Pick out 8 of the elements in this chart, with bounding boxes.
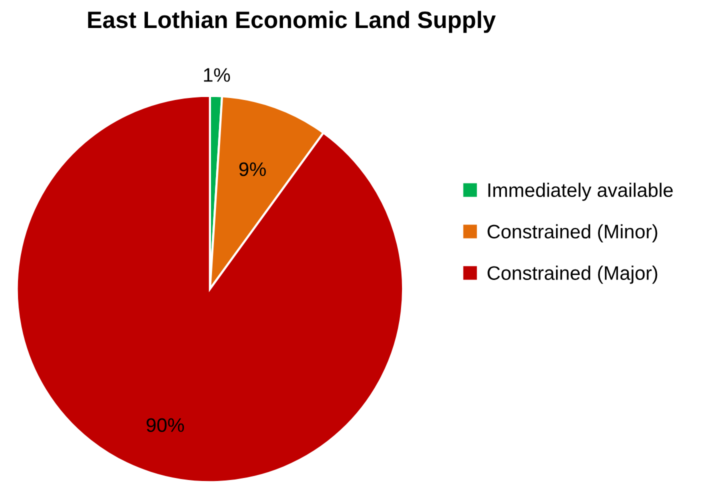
pie-slice [16, 94, 404, 484]
data-label: 90% [146, 418, 184, 432]
legend-label: Immediately available [488, 182, 673, 201]
data-label: 1% [204, 68, 230, 82]
data-label: 9% [239, 162, 266, 176]
chart-title: East Lothian Economic Land Supply [88, 10, 496, 33]
legend-label: Constrained (Minor) [488, 224, 658, 242]
legend-label: Constrained (Major) [488, 266, 658, 284]
